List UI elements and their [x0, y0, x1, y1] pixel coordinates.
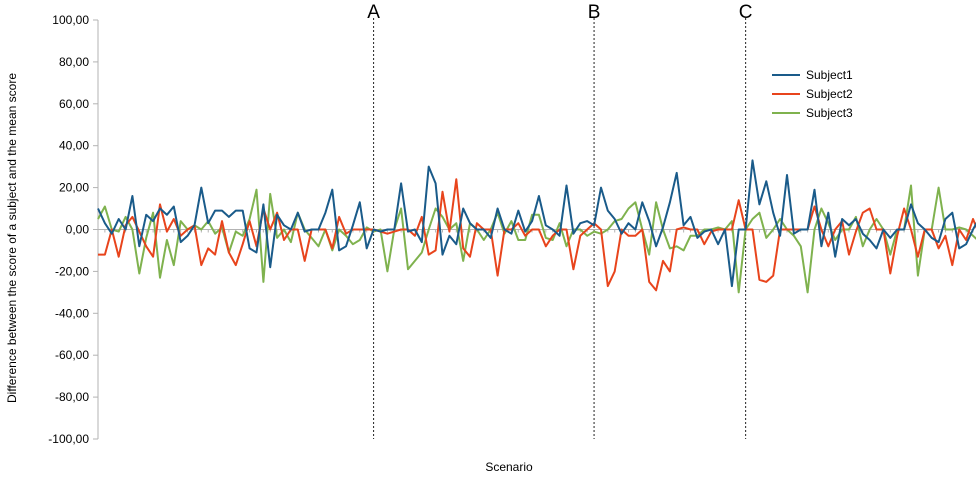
- y-tick-label: 80,00: [59, 55, 89, 69]
- legend-label: Subject3: [806, 106, 853, 120]
- scenario-markers: ABCD: [367, 2, 753, 439]
- y-tick-label: 0,00: [66, 223, 90, 237]
- y-tick-label: 20,00: [59, 181, 89, 195]
- y-tick-label: -100,00: [48, 432, 89, 446]
- series-lines: [97, 159, 976, 294]
- series-line-subject1: [97, 159, 976, 288]
- legend-label: Subject2: [806, 87, 853, 101]
- y-axis-title-group: Difference between the score of a subjec…: [5, 73, 19, 403]
- y-tick-labels: 100,00 80,00 60,00 40,00 20,00 0,00 -20,00 -40,…: [48, 13, 89, 446]
- y-tick-label: 40,00: [59, 139, 89, 153]
- y-tick-label: -80,00: [55, 390, 89, 404]
- x-axis-title: Scenario: [485, 460, 533, 473]
- y-tick-label: 60,00: [59, 97, 89, 111]
- scenario-marker-label: B: [588, 2, 601, 23]
- y-tick-label: -40,00: [55, 306, 89, 320]
- y-tick-label: -60,00: [55, 348, 89, 362]
- y-tick-label: -20,00: [55, 264, 89, 278]
- legend: Subject1 Subject2 Subject3: [762, 62, 870, 122]
- series-line-subject2: [98, 178, 976, 292]
- legend-label: Subject1: [806, 68, 853, 82]
- y-tick-label: 100,00: [52, 13, 89, 27]
- scenario-marker-label: C: [739, 2, 753, 23]
- y-axis-title: Difference between the score of a subjec…: [5, 73, 19, 403]
- scenario-marker-label: A: [367, 2, 380, 23]
